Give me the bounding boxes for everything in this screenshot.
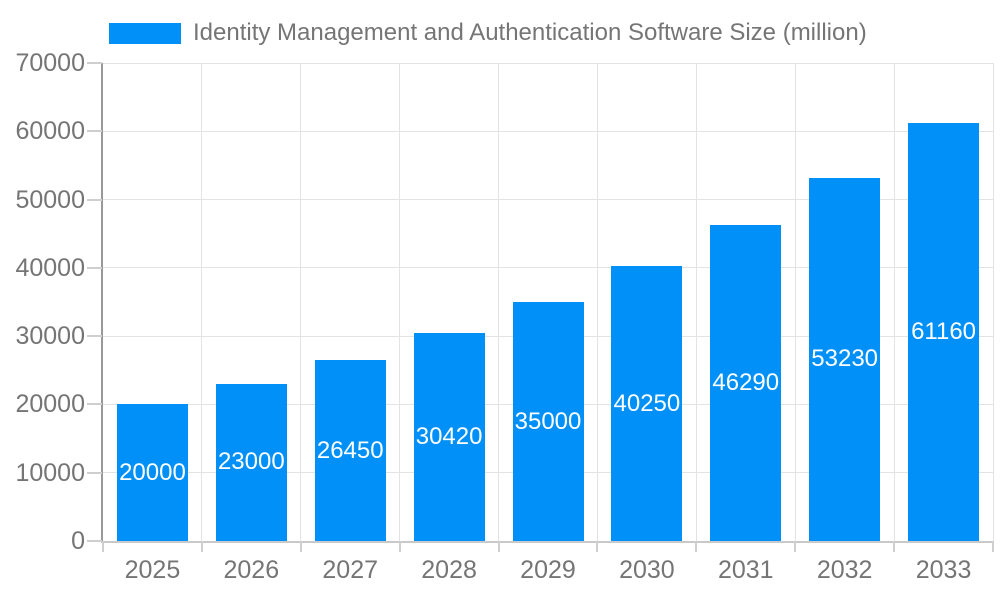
x-tick-label: 2032 (816, 556, 873, 584)
bar-value-label: 26450 (316, 436, 384, 464)
x-tick-mark (398, 541, 401, 552)
bar-value-label: 23000 (217, 448, 285, 476)
x-tick-mark (992, 541, 994, 552)
v-gridline (992, 63, 994, 541)
x-tick-mark (596, 541, 599, 552)
bar-value-label: 61160 (911, 318, 977, 346)
h-gridline (103, 130, 993, 132)
legend: Identity Management and Authentication S… (109, 19, 867, 47)
v-gridline (399, 63, 401, 541)
legend-swatch (109, 22, 181, 44)
v-gridline (498, 63, 500, 541)
y-tick-label: 10000 (15, 458, 85, 487)
x-tick-mark (102, 541, 104, 552)
y-tick-mark (87, 198, 102, 201)
bar-2033: 61160 (908, 123, 980, 541)
x-tick-label: 2025 (124, 556, 181, 584)
x-tick-mark (893, 541, 896, 552)
y-tick-mark (87, 266, 102, 269)
v-gridline (695, 63, 697, 541)
x-tick-label: 2027 (322, 556, 379, 584)
h-gridline (103, 267, 993, 269)
bar-2029: 35000 (512, 302, 584, 541)
bar-2028: 30420 (413, 333, 485, 541)
x-tick-mark (794, 541, 797, 552)
v-gridline (201, 63, 203, 541)
y-tick-mark (87, 540, 102, 542)
x-tick-label: 2028 (421, 556, 477, 584)
bar-2026: 23000 (215, 383, 287, 541)
x-tick-mark (200, 541, 203, 552)
bar-2027: 26450 (314, 360, 386, 541)
bar-2032: 53230 (809, 177, 881, 541)
bar-value-label: 35000 (514, 407, 582, 435)
x-tick-label: 2033 (915, 556, 972, 584)
y-tick-label: 30000 (15, 322, 85, 351)
x-axis-line (101, 541, 993, 543)
y-tick-label: 0 (71, 527, 85, 555)
h-gridline (103, 199, 993, 201)
v-gridline (893, 63, 895, 541)
legend-label: Identity Management and Authentication S… (193, 19, 867, 46)
x-tick-mark (497, 541, 500, 552)
plot-area: 20000 23000 26450 30420 35000 40250 46290 53230… (101, 62, 994, 543)
bar-value-label: 20000 (119, 458, 186, 486)
bar-value-label: 40250 (613, 389, 681, 417)
h-gridline (103, 62, 993, 64)
x-tick-label: 2026 (223, 556, 280, 584)
x-tick-mark (299, 541, 302, 552)
y-tick-label: 20000 (15, 390, 85, 419)
y-tick-mark (87, 130, 102, 133)
bar-2030: 40250 (611, 266, 683, 541)
y-tick-mark (87, 403, 102, 406)
y-tick-label: 40000 (15, 253, 85, 282)
bar-value-label: 30420 (415, 423, 483, 451)
v-gridline (596, 63, 598, 541)
y-tick-mark (87, 62, 102, 64)
x-tick-label: 2031 (717, 556, 774, 584)
y-tick-label: 70000 (15, 49, 85, 77)
y-tick-label: 50000 (15, 185, 85, 214)
y-tick-mark (87, 335, 102, 338)
y-tick-label: 60000 (15, 117, 85, 146)
bar-2031: 46290 (710, 224, 782, 541)
bar-value-label: 46290 (712, 368, 780, 396)
v-gridline (794, 63, 796, 541)
y-axis-line (101, 63, 103, 541)
bar-value-label: 53230 (811, 345, 879, 373)
x-tick-label: 2030 (619, 556, 675, 584)
x-tick-mark (695, 541, 698, 552)
v-gridline (300, 63, 302, 541)
bar-2025: 20000 (116, 404, 188, 541)
x-tick-label: 2029 (520, 556, 576, 584)
y-tick-mark (87, 471, 102, 474)
